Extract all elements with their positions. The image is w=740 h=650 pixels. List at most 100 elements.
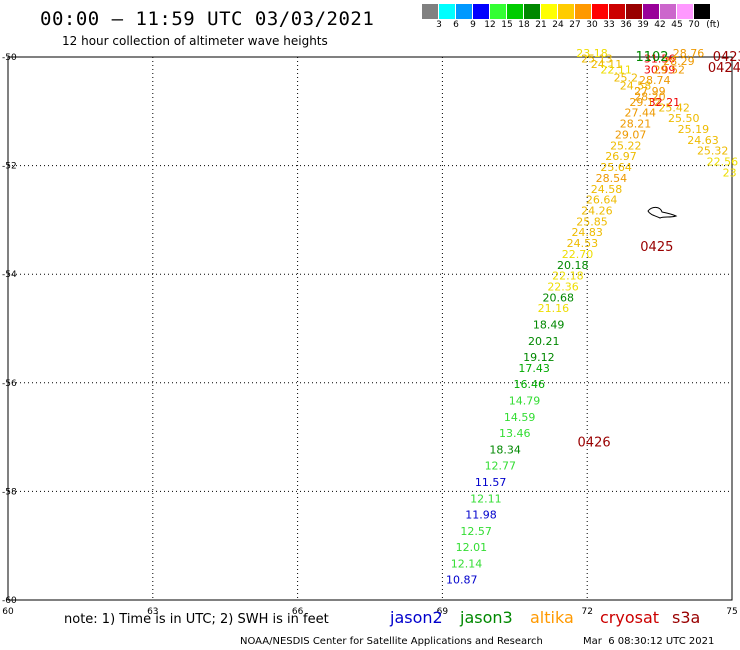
scale-swatch [575,4,592,19]
chart-title: 00:00 — 11:59 UTC 03/03/2021 [40,8,375,30]
scale-label: 9 [470,20,476,30]
footer-note: note: 1) Time is in UTC; 2) SWH is in fe… [64,612,329,627]
wave-height-label: 18.34 [489,443,521,456]
wave-height-label: 13.46 [499,427,531,440]
y-tick-label: -54 [2,270,17,280]
time-label: 0426 [578,436,611,451]
wave-height-label: 12.57 [460,525,492,538]
wave-height-label: 24.58 [591,183,623,196]
wave-height-label: 20.18 [557,259,589,272]
wave-height-label: 28.29 [663,55,695,68]
wave-height-label: 28.54 [596,172,628,185]
mission-jason2: jason2 [390,608,443,627]
wave-height-label: 23 [723,166,737,179]
wave-height-label: 19.12 [523,351,555,364]
wave-height-label: 26.64 [586,194,618,207]
chart-subtitle: 12 hour collection of altimeter wave hei… [62,34,328,48]
wave-height-label: 22.70 [562,248,594,261]
wave-height-label: 25.85 [576,215,608,228]
wave-height-label: 31.56 [644,52,676,65]
mission-s3a: s3a [672,608,701,627]
wave-height-label: 25.13 [581,52,613,65]
wave-height-label: 22.11 [600,63,632,76]
wave-height-label: 11.57 [475,476,507,489]
wave-height-label: 16.46 [514,378,546,391]
scale-label: (ft) [706,20,720,30]
scale-label: 18 [518,20,530,30]
island-outline [647,206,678,219]
scale-label: 12 [484,20,496,30]
mission-altika: altika [530,608,574,627]
y-tick-label: -52 [2,162,17,172]
scale-swatch [626,4,643,19]
scale-label: 36 [620,20,632,30]
wave-height-label: 25.64 [600,161,632,174]
wave-height-label: 29.12 [629,96,661,109]
wave-height-label: 21.16 [538,302,570,315]
y-tick-label: -50 [2,53,17,63]
wave-height-label: 28.76 [673,47,705,60]
time-label: 0425 [640,240,673,255]
wave-height-label: 12.77 [485,460,517,473]
mission-cryosat: cryosat [600,608,660,627]
wave-height-label: 12.11 [470,492,502,505]
scale-swatch [473,4,490,19]
credit-line: NOAA/NESDIS Center for Satellite Applica… [240,636,543,647]
wave-height-label: 24.58 [620,80,652,93]
wave-height-label: 29.07 [615,128,647,141]
color-scale-bar [422,4,711,19]
wave-height-label: 20.68 [542,291,574,304]
wave-height-label: 18.49 [533,319,565,332]
scale-label: 30 [586,20,598,30]
wave-height-label: 12.14 [451,557,483,570]
scale-label: 45 [671,20,683,30]
scale-label: 39 [637,20,649,30]
wave-height-label: 28.21 [620,118,652,131]
x-tick-label: 72 [581,607,592,617]
time-label: 0423 [713,50,740,65]
wave-height-label: 27.44 [625,107,657,120]
wave-height-label: 24.11 [591,58,623,71]
wave-height-label: 27.99 [634,85,666,98]
x-tick-label: 63 [147,607,158,617]
wave-height-label: 14.79 [509,395,541,408]
scale-swatch [609,4,626,19]
scale-label: 70 [688,20,700,30]
y-tick-label: -60 [2,596,17,606]
wave-height-label: 12.01 [456,541,488,554]
scale-swatch [439,4,456,19]
wave-height-label: 25.2 [614,71,639,84]
generated-timestamp: Mar 6 08:30:12 UTC 2021 [583,636,715,647]
wave-height-label: 20.21 [528,335,560,348]
wave-height-label: 24.83 [571,226,603,239]
map-frame [7,56,733,601]
scale-swatch [541,4,558,19]
scale-swatch [694,4,711,19]
scale-swatch [660,4,677,19]
wave-height-label: 24.26 [581,204,613,217]
mission-jason3: jason3 [460,608,513,627]
scale-label: 6 [453,20,459,30]
color-scale-labels: 3 6 9 12 15 18 21 24 27 30 33 36 39 42 45 70 (ft) [422,20,740,34]
scale-swatch [592,4,609,19]
wave-height-label: 25.50 [668,112,700,125]
x-tick-label: 66 [292,607,304,617]
scale-label: 42 [654,20,666,30]
y-tick-label: -58 [2,487,17,497]
scale-swatch [524,4,541,19]
scale-label: 27 [569,20,581,30]
wave-height-label: 26.97 [605,150,637,163]
scale-swatch [558,4,575,19]
scale-swatch [677,4,694,19]
scale-label: 33 [603,20,615,30]
wave-height-label: 22.18 [552,270,584,283]
wave-height-label: 23.18 [576,47,608,60]
scale-label: 15 [501,20,513,30]
wave-height-label: 22.56 [707,156,739,169]
scale-label: 24 [552,20,564,30]
wave-height-label: 32.21 [649,96,681,109]
wave-height-label: 10.87 [446,574,478,587]
wave-height-label: 28.20 [634,90,666,103]
wave-height-label: 29.52 [654,63,686,76]
